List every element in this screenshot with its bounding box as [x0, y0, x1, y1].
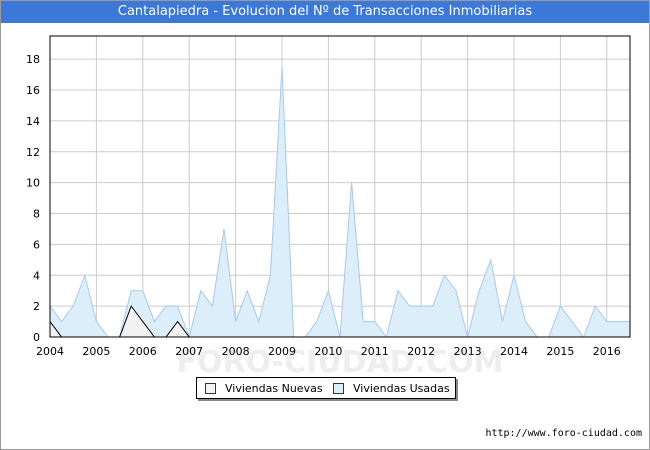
y-tick-label: 10 — [26, 177, 40, 190]
legend-swatch-nuevas — [205, 382, 216, 394]
legend-item-usadas: Viviendas Usadas — [333, 381, 450, 395]
x-tick-label: 2010 — [314, 345, 342, 358]
x-tick-label: 2011 — [361, 345, 389, 358]
legend-label-usadas: Viviendas Usadas — [353, 381, 450, 395]
x-tick-label: 2004 — [36, 345, 64, 358]
footer-url: http://www.foro-ciudad.com — [485, 428, 642, 439]
y-tick-label: 16 — [26, 84, 40, 97]
x-tick-label: 2015 — [546, 345, 574, 358]
x-tick-label: 2014 — [500, 345, 528, 358]
x-tick-label: 2006 — [129, 345, 157, 358]
y-tick-label: 14 — [26, 115, 40, 128]
legend-label-nuevas: Viviendas Nuevas — [225, 381, 323, 395]
legend-swatch-usadas — [333, 382, 344, 394]
y-tick-label: 2 — [33, 300, 40, 313]
x-tick-label: 2016 — [593, 345, 621, 358]
y-tick-label: 0 — [33, 331, 40, 344]
y-tick-label: 4 — [33, 269, 40, 282]
chart-legend: Viviendas Nuevas Viviendas Usadas — [196, 377, 456, 399]
x-tick-label: 2013 — [454, 345, 482, 358]
x-tick-label: 2005 — [82, 345, 110, 358]
x-tick-label: 2012 — [407, 345, 435, 358]
y-tick-label: 12 — [26, 146, 40, 159]
x-tick-label: 2009 — [268, 345, 296, 358]
watermark-text: FORO-CIUDAD.COM — [177, 345, 504, 380]
x-tick-label: 2007 — [175, 345, 203, 358]
y-tick-label: 18 — [26, 53, 40, 66]
x-tick-label: 2008 — [222, 345, 250, 358]
plot-area — [50, 36, 630, 337]
legend-item-nuevas: Viviendas Nuevas — [205, 381, 323, 395]
chart-title: Cantalapiedra - Evolucion del Nº de Tran… — [1, 1, 649, 23]
y-tick-label: 6 — [33, 238, 40, 251]
plot-border — [49, 35, 631, 338]
y-tick-label: 8 — [33, 208, 40, 221]
